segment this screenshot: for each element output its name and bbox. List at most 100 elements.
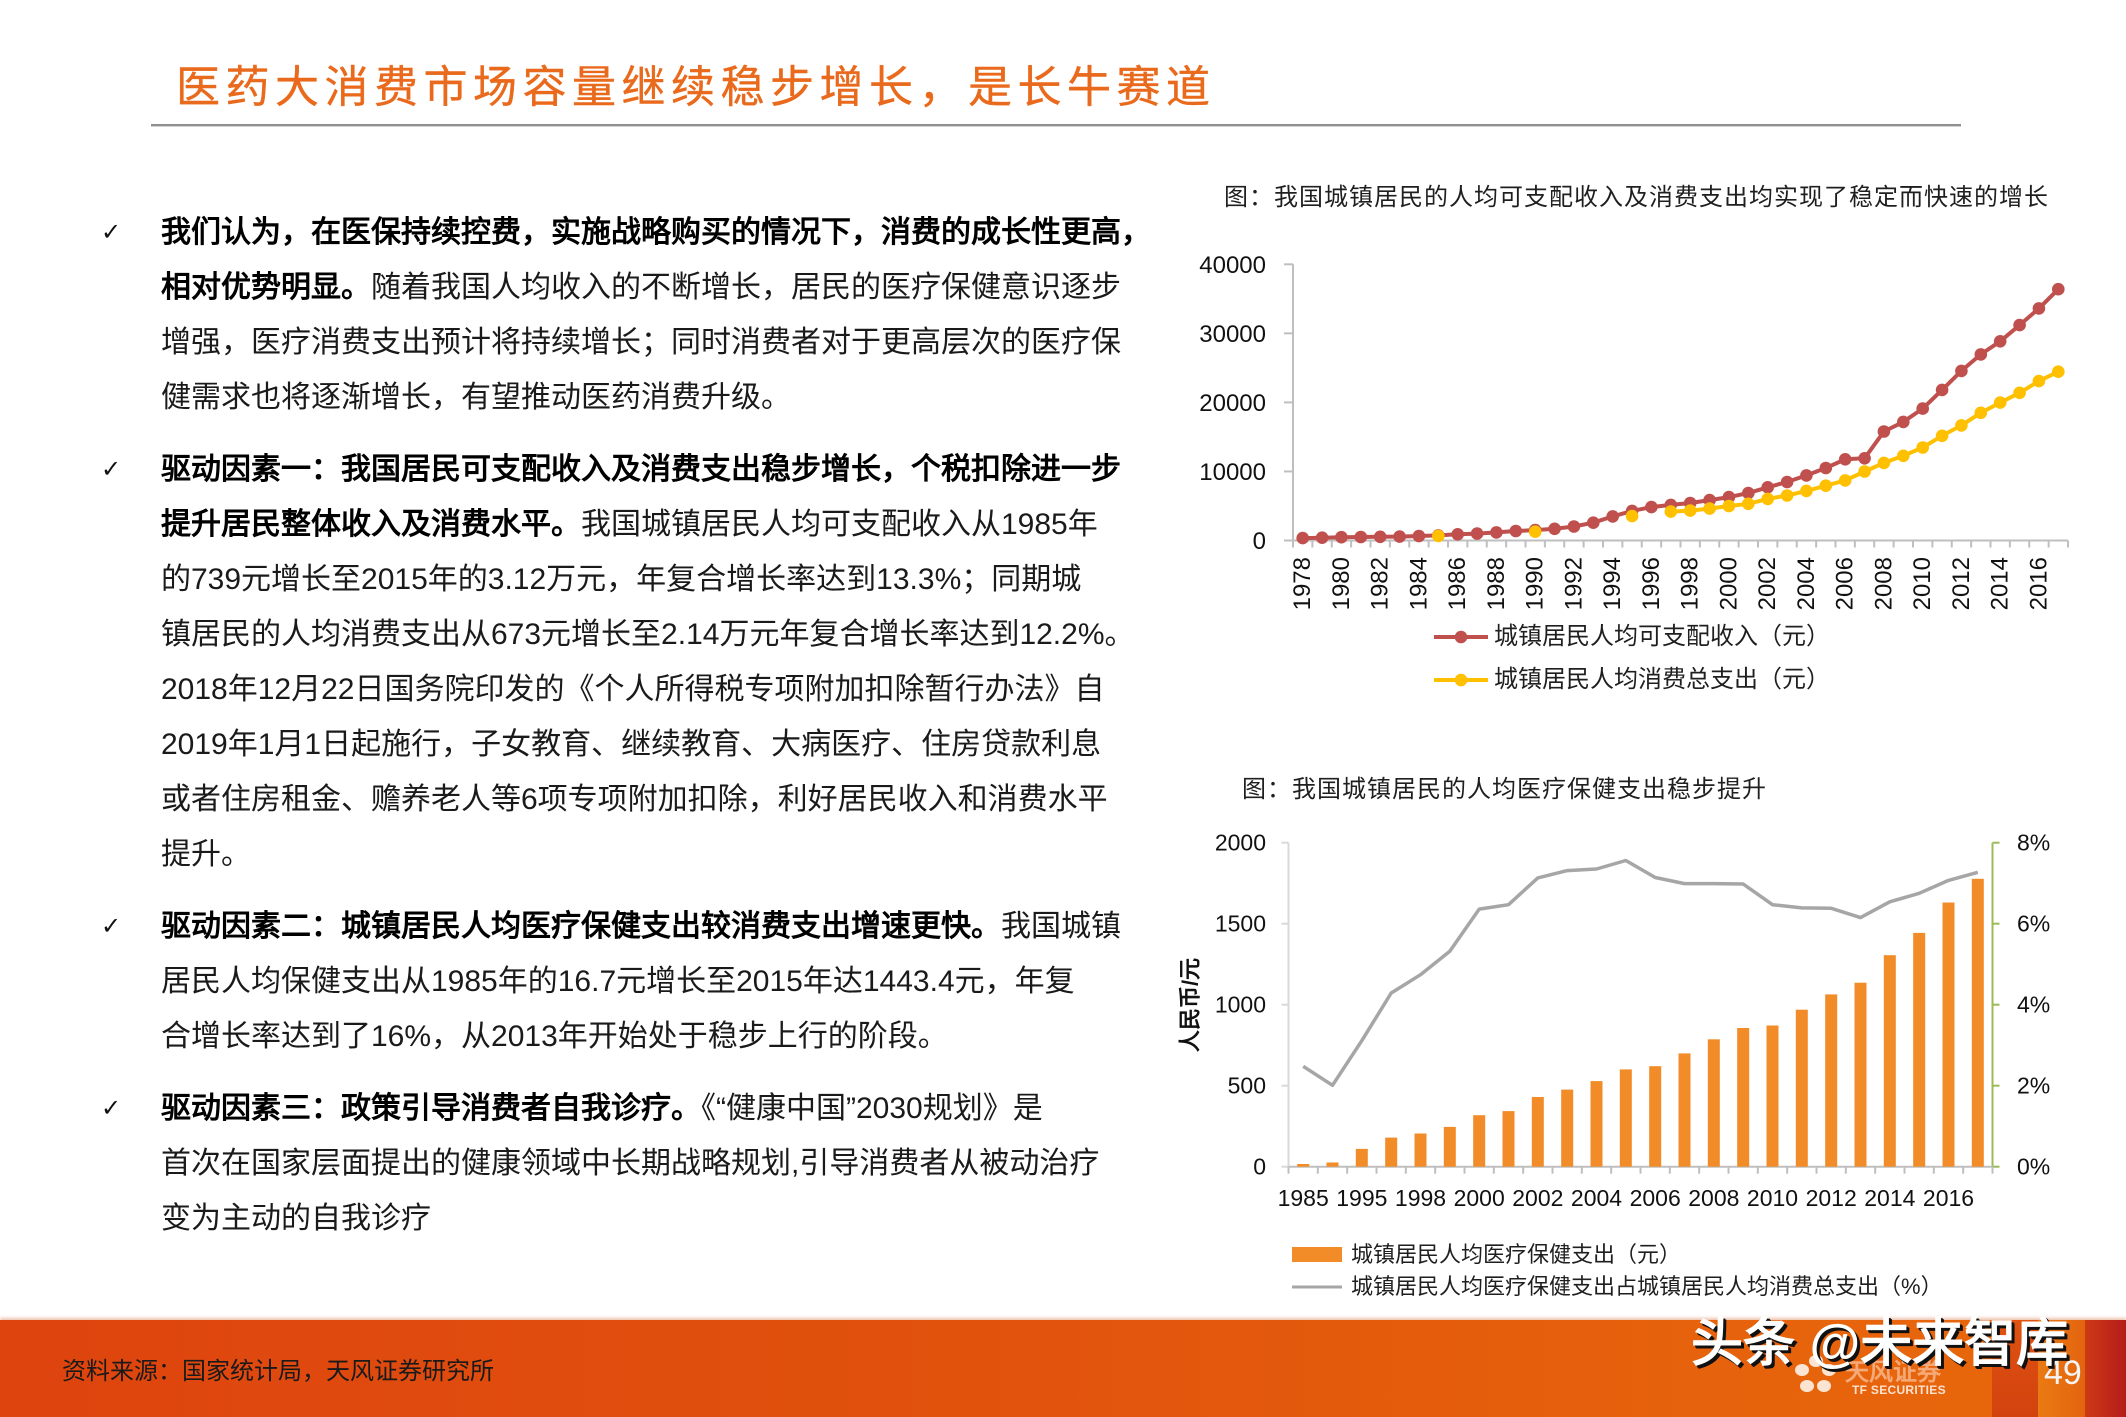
x-tick-label: 2004	[1571, 1185, 1622, 1211]
text-line: 或者住房租金、赡养老人等6项专项附加扣除，利好居民收入和消费水平	[161, 772, 1180, 827]
body-text: 合增长率达到了16%，从2013年开始处于稳步上行的阶段。	[161, 1019, 948, 1053]
data-point	[1858, 452, 1871, 465]
data-point	[1354, 530, 1368, 544]
bar-line-chart-plot: 人民币/元 0 500 1000 1500 2000 0% 2% 4% 6% 8% 1985 1995…	[1178, 830, 2050, 1289]
text-line: 驱动因素二：城镇居民人均医疗保健支出较消费支出增速更快。我国城镇	[161, 899, 1180, 954]
x-tick-label: 2016	[1923, 1185, 1974, 1211]
bullet-paragraph-2: ✓ 驱动因素一：我国居民可支配收入及消费支出稳步增长，个税扣除进一步 提升居民整…	[0, 442, 1180, 882]
legend-label-income: 城镇居民人均可支配收入（元）	[1494, 623, 1830, 650]
page-title: 医药大消费市场容量继续稳步增长，是长牛赛道	[176, 62, 1216, 113]
body-text: 2019年1月1日起施行，子女教育、继续教育、大病医疗、住房贷款利息	[161, 727, 1102, 761]
data-point	[1935, 383, 1949, 397]
bar	[1649, 1066, 1662, 1167]
x-tick-label: 1995	[1336, 1185, 1387, 1211]
series-line	[1302, 287, 2060, 541]
x-tick-label: 2006	[1832, 557, 1859, 610]
x-tick-label: 1982	[1367, 557, 1394, 610]
data-point	[2013, 318, 2026, 332]
x-axis: 1985 1995 1998 2000 2002 2004 2006 2008 2010 2012…	[1278, 1165, 1994, 1211]
data-point	[1935, 429, 1949, 443]
bar	[1913, 932, 1926, 1167]
body-text: 提升。	[161, 837, 251, 871]
y-tick-label: 0	[1253, 528, 1266, 555]
bar	[1737, 1028, 1750, 1167]
data-point	[1858, 465, 1871, 478]
series-line	[1670, 369, 2060, 514]
body-text: 或者住房租金、赡养老人等6项专项附加扣除，利好居民收入和消费水平	[161, 782, 1108, 816]
x-tick-label: 1998	[1677, 557, 1704, 610]
data-point	[1916, 402, 1929, 415]
bar	[1590, 1081, 1603, 1167]
x-tick-label: 2010	[1909, 557, 1936, 610]
text-line: 驱动因素一：我国居民可支配收入及消费支出稳步增长，个税扣除进一步	[161, 442, 1180, 497]
data-point	[1974, 348, 1988, 361]
bold-text: 提升居民整体收入及消费水平。	[161, 507, 581, 541]
data-point	[1335, 530, 1348, 544]
data-point	[1916, 441, 1929, 454]
data-point	[1819, 461, 1833, 475]
data-point	[1373, 530, 1387, 544]
checkmark-icon: ✓	[101, 1093, 122, 1122]
legend-swatch-icon	[1292, 1247, 1342, 1289]
x-tick-label: 1990	[1522, 557, 1549, 610]
x-tick-label: 1998	[1395, 1185, 1446, 1211]
x-tick-label: 2006	[1630, 1185, 1681, 1211]
body-text: 增强，医疗消费支出预计将持续增长；同时消费者对于更高层次的医疗保	[161, 325, 1121, 359]
data-point	[1877, 456, 1891, 470]
legend-label-healthcare-spend: 城镇居民人均医疗保健支出（元）	[1351, 1242, 1682, 1267]
x-tick-label: 2010	[1747, 1185, 1798, 1211]
text-line: 健需求也将逐渐增长，有望推动医药消费升级。	[161, 370, 1180, 425]
data-point	[1625, 509, 1639, 523]
bar	[1942, 902, 1955, 1167]
data-point	[1528, 525, 1542, 538]
x-tick-label: 1985	[1278, 1185, 1329, 1211]
bar	[1883, 955, 1896, 1167]
legend-label-consumption: 城镇居民人均消费总支出（元）	[1494, 666, 1830, 693]
x-tick-label: 2008	[1688, 1185, 1739, 1211]
bar	[1825, 994, 1838, 1167]
text-line: 2018年12月22日国务院印发的《个人所得税专项附加扣除暂行办法》自	[161, 662, 1180, 717]
y-tick-label: 20000	[1199, 390, 1266, 417]
data-point	[1780, 475, 1794, 489]
bar	[1443, 1126, 1456, 1167]
data-point	[1606, 510, 1619, 523]
bullet-paragraph-1: ✓ 我们认为，在医保持续控费，实施战略购买的情况下，消费的成长性更高， 相对优势…	[0, 205, 1180, 425]
text-line: 居民人均保健支出从1985年的16.7元增长至2015年达1443.4元，年复	[161, 954, 1180, 1009]
data-point	[1722, 490, 1736, 504]
bullet-list: ✓ 我们认为，在医保持续控费，实施战略购买的情况下，消费的成长性更高， 相对优势…	[0, 205, 1180, 1263]
logo-text-cn: 天风证券	[1845, 1359, 1941, 1386]
data-point	[1897, 415, 1910, 429]
data-point	[1664, 505, 1678, 518]
x-tick-label: 2012	[1806, 1185, 1857, 1211]
x-tick-label: 2014	[1987, 557, 2014, 610]
data-point	[1587, 516, 1600, 529]
text-line: 我们认为，在医保持续控费，实施战略购买的情况下，消费的成长性更高，	[161, 205, 1180, 260]
y2-tick-label: 6%	[2017, 911, 2050, 937]
y-axis-title: 人民币/元	[1178, 958, 1203, 1052]
bar-series	[1297, 878, 1984, 1167]
data-point	[1761, 492, 1774, 506]
x-tick-label: 2002	[1512, 1185, 1563, 1211]
checkmark-icon: ✓	[101, 217, 122, 246]
data-point	[1955, 419, 1968, 432]
text-line: 变为主动的自我诊疗	[161, 1191, 1180, 1246]
data-point	[2052, 282, 2065, 296]
x-tick-label: 1992	[1560, 557, 1587, 610]
footer-decor-block	[2038, 1320, 2085, 1417]
logo-text-en: TF SECURITIES	[1852, 1383, 1946, 1397]
bold-text: 我们认为，在医保持续控费，实施战略购买的情况下，消费的成长性更高，	[161, 215, 1151, 249]
y2-tick-label: 0%	[2017, 1154, 2050, 1180]
data-point	[1993, 335, 2007, 348]
text-line: 的739元增长至2015年的3.12万元，年复合增长率达到13.3%；同期城	[161, 552, 1180, 607]
series-2	[1432, 365, 2065, 543]
data-point	[1296, 531, 1309, 545]
legend-swatch-icon	[1434, 673, 1488, 687]
chart-title: 图：我国城镇居民的人均医疗保健支出稳步提升	[1242, 776, 1767, 803]
bar	[1854, 982, 1867, 1167]
y2-tick-label: 2%	[2017, 1073, 2050, 1099]
text-line: 驱动因素三：政策引导消费者自我诊疗。《“健康中国”2030规划》是	[161, 1081, 1180, 1136]
data-point	[1393, 530, 1406, 543]
bar	[1561, 1089, 1574, 1167]
data-point	[1451, 528, 1464, 541]
x-tick-label: 2016	[2025, 557, 2052, 610]
